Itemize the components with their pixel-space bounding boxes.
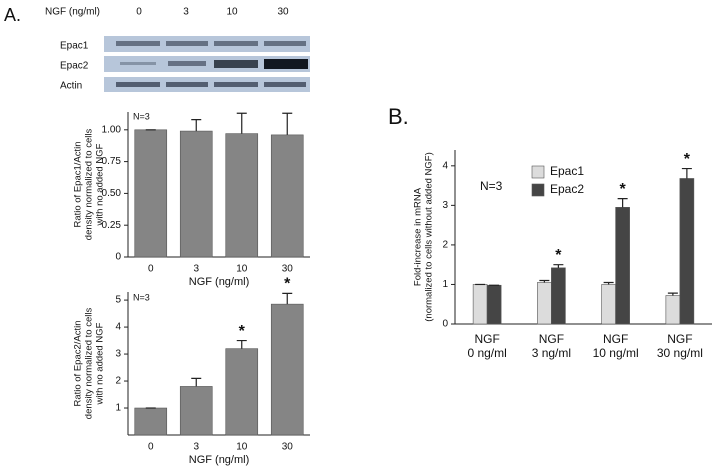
blot-image <box>104 36 310 92</box>
bar <box>551 267 566 325</box>
x-tick-label: 30 <box>282 442 294 453</box>
y-tick-label: 0 <box>442 319 448 330</box>
blot-row-label: Epac2 <box>60 61 89 72</box>
error-bar <box>191 119 202 132</box>
error-bar <box>282 292 293 305</box>
bar <box>665 295 681 325</box>
significance-marker: * <box>620 181 627 198</box>
blot-lane: 0 <box>136 7 142 18</box>
y-tick-label: 1 <box>115 403 121 414</box>
bar <box>179 130 213 258</box>
bar <box>270 303 304 436</box>
y-tick-label: 0 <box>115 252 121 263</box>
y-tick-label: 5 <box>115 295 121 306</box>
legend-label: Epac2 <box>550 182 584 196</box>
y-tick-label: 4 <box>115 322 121 333</box>
error-bar <box>236 339 247 349</box>
x-tick-label: 0 <box>148 264 154 275</box>
x-tick-label: 3 <box>193 442 199 453</box>
x-tick-label: NGF 3 ng/ml <box>532 332 571 360</box>
y-axis-label: Ratio of Epac2/Actin <box>73 320 84 406</box>
x-tick-label: 10 <box>236 264 248 275</box>
bar <box>537 282 552 325</box>
error-bar <box>553 264 564 268</box>
bar <box>225 133 259 258</box>
y-tick-label: 2 <box>442 240 448 251</box>
significance-marker: * <box>284 276 291 293</box>
y-tick-label: 3 <box>442 200 448 211</box>
bar <box>601 284 616 325</box>
y-axis-label: with no added NGF <box>95 143 106 226</box>
y-axis-label: Ratio of Epac1/Actin <box>73 141 84 227</box>
annotation: N=3 <box>133 292 150 302</box>
y-tick-label: 1 <box>442 279 448 290</box>
blot-dose-label: NGF (ng/ml) <box>45 7 100 18</box>
y-axis-label: density normalized to cells <box>84 129 95 241</box>
bar <box>179 386 213 436</box>
x-axis-label: NGF (ng/ml) <box>189 454 250 466</box>
x-tick-label: NGF 0 ng/ml <box>467 332 506 360</box>
blot-lane: 30 <box>277 7 289 18</box>
bar <box>615 207 630 325</box>
significance-marker: * <box>239 323 246 340</box>
bar <box>134 407 168 436</box>
bar <box>134 129 168 258</box>
y-axis-label: Fold-increase in mRNA <box>413 187 424 286</box>
y-tick-label: 3 <box>115 349 121 360</box>
x-tick-label: NGF 30 ng/ml <box>657 332 703 360</box>
panel-label: B. <box>388 104 409 129</box>
y-axis-label: with no added NGF <box>95 322 106 405</box>
blot-row-label: Actin <box>60 81 82 92</box>
panel-label: A. <box>4 5 21 25</box>
x-tick-label: NGF 10 ng/ml <box>593 332 639 360</box>
y-axis-label: density normalized to cells <box>84 308 95 420</box>
y-tick-label: 0.50 <box>102 188 122 199</box>
bar <box>270 134 304 258</box>
error-bar <box>282 112 293 135</box>
bar <box>225 348 259 436</box>
x-tick-label: 3 <box>193 264 199 275</box>
error-bar <box>667 292 678 296</box>
y-tick-label: 2 <box>115 376 121 387</box>
significance-marker: * <box>684 151 691 168</box>
error-bar <box>236 112 247 134</box>
bar <box>679 178 695 325</box>
error-bar <box>617 198 628 208</box>
bar <box>472 284 488 325</box>
y-axis-label: (normalized to cells without added NGF) <box>424 152 435 322</box>
y-tick-label: 1.00 <box>102 124 122 135</box>
y-tick-label: 0.75 <box>102 156 122 167</box>
legend-swatch <box>531 183 545 197</box>
y-tick-label: 0.25 <box>102 220 122 231</box>
bar <box>486 284 502 325</box>
y-tick-label: 4 <box>442 160 448 171</box>
blot-lane: 10 <box>226 7 238 18</box>
annotation: N=3 <box>133 111 150 121</box>
x-axis-label: NGF (ng/ml) <box>189 276 250 288</box>
legend-label: Epac1 <box>550 164 584 178</box>
x-tick-label: 10 <box>236 442 248 453</box>
error-bar <box>191 377 202 387</box>
error-bar <box>681 167 692 179</box>
legend-swatch <box>531 165 545 179</box>
error-bar <box>539 279 550 283</box>
annotation: N=3 <box>480 179 503 193</box>
blot-lane: 3 <box>183 7 189 18</box>
significance-marker: * <box>555 247 562 264</box>
blot-row-label: Epac1 <box>60 41 89 52</box>
x-tick-label: 0 <box>148 442 154 453</box>
x-tick-label: 30 <box>282 264 294 275</box>
error-bar <box>603 281 614 285</box>
